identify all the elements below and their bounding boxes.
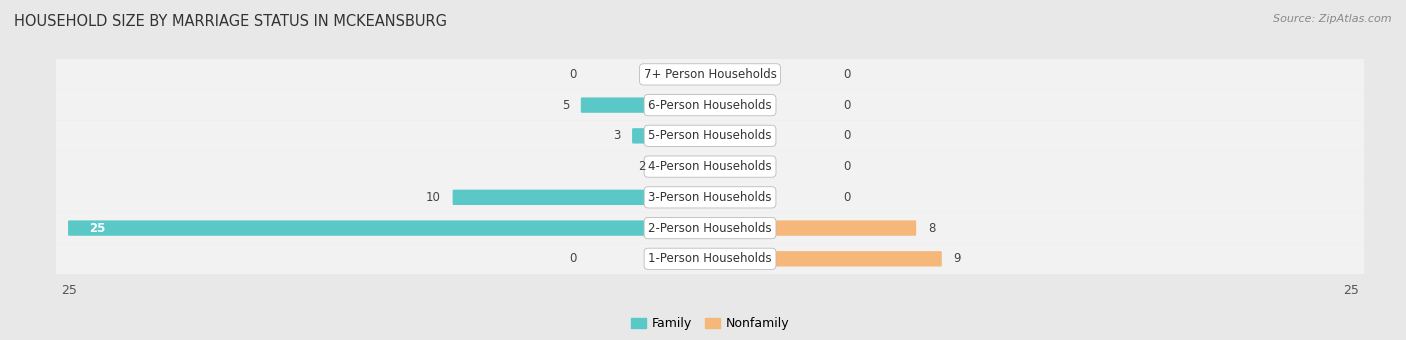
FancyBboxPatch shape: [52, 243, 1368, 274]
Text: 6-Person Households: 6-Person Households: [648, 99, 772, 112]
Text: 3: 3: [613, 129, 620, 142]
Text: 9: 9: [953, 252, 962, 265]
Text: 7+ Person Households: 7+ Person Households: [644, 68, 776, 81]
FancyBboxPatch shape: [52, 213, 1368, 243]
Text: 4-Person Households: 4-Person Households: [648, 160, 772, 173]
FancyBboxPatch shape: [581, 98, 711, 113]
Text: 1-Person Households: 1-Person Households: [648, 252, 772, 265]
FancyBboxPatch shape: [52, 151, 1368, 182]
Text: 0: 0: [844, 68, 851, 81]
Text: 0: 0: [569, 252, 576, 265]
Text: 2-Person Households: 2-Person Households: [648, 222, 772, 235]
FancyBboxPatch shape: [52, 120, 1368, 151]
Text: 0: 0: [844, 160, 851, 173]
FancyBboxPatch shape: [709, 220, 917, 236]
FancyBboxPatch shape: [52, 182, 1368, 213]
Text: 8: 8: [928, 222, 935, 235]
Text: 0: 0: [844, 99, 851, 112]
Text: Source: ZipAtlas.com: Source: ZipAtlas.com: [1274, 14, 1392, 23]
Text: 0: 0: [569, 68, 576, 81]
Text: HOUSEHOLD SIZE BY MARRIAGE STATUS IN MCKEANSBURG: HOUSEHOLD SIZE BY MARRIAGE STATUS IN MCK…: [14, 14, 447, 29]
Text: 10: 10: [426, 191, 441, 204]
FancyBboxPatch shape: [453, 190, 711, 205]
FancyBboxPatch shape: [67, 220, 711, 236]
Legend: Family, Nonfamily: Family, Nonfamily: [626, 312, 794, 335]
Text: 2: 2: [638, 160, 645, 173]
Text: 25: 25: [90, 222, 105, 235]
FancyBboxPatch shape: [52, 90, 1368, 120]
FancyBboxPatch shape: [633, 128, 711, 143]
FancyBboxPatch shape: [658, 159, 711, 174]
Text: 0: 0: [844, 129, 851, 142]
FancyBboxPatch shape: [709, 251, 942, 267]
Text: 3-Person Households: 3-Person Households: [648, 191, 772, 204]
Text: 5: 5: [561, 99, 569, 112]
Text: 0: 0: [844, 191, 851, 204]
FancyBboxPatch shape: [52, 59, 1368, 90]
Text: 5-Person Households: 5-Person Households: [648, 129, 772, 142]
